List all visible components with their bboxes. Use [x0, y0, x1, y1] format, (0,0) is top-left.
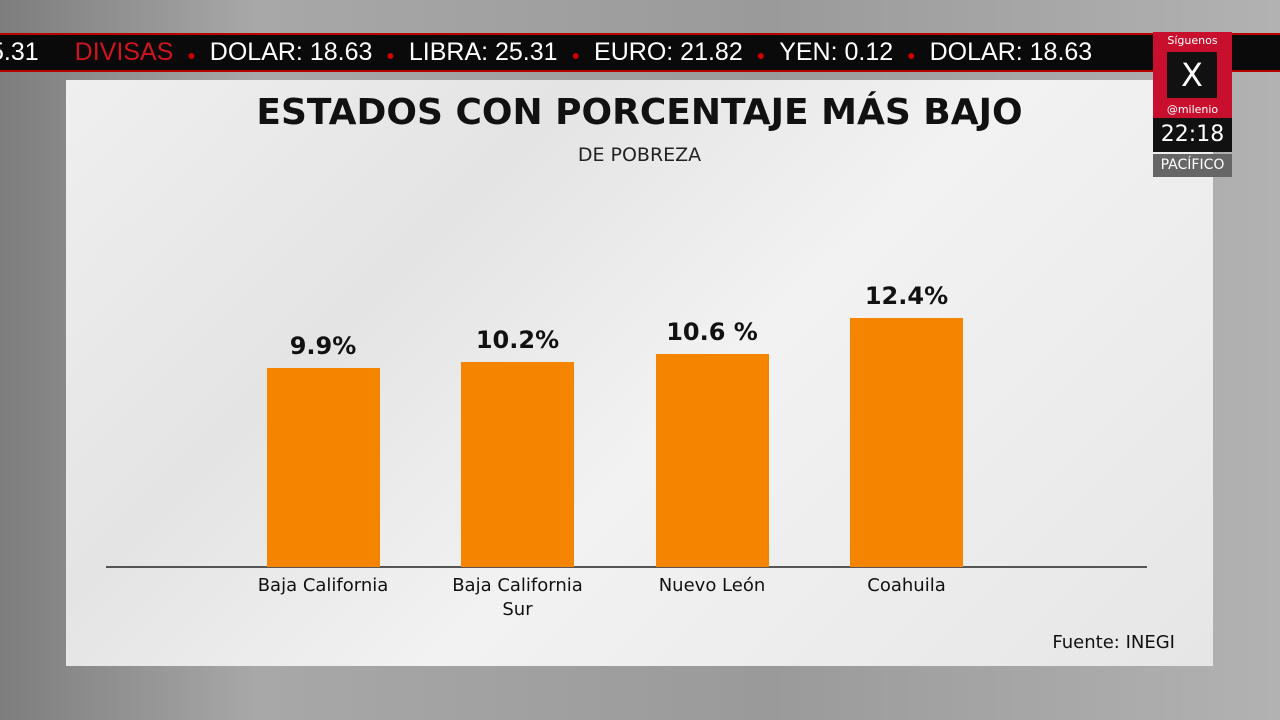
- separator: ●: [756, 47, 766, 63]
- ticker-item: DOLAR: 18.63: [209, 38, 373, 66]
- ticker-item: YEN: 0.12: [779, 38, 894, 66]
- bar: [266, 368, 380, 567]
- chart-title: ESTADOS CON PORCENTAJE MÁS BAJO: [256, 92, 1023, 133]
- network: X: [1167, 52, 1217, 98]
- bar: [850, 318, 963, 567]
- ticker-item: LIBRA: 25.31: [408, 38, 558, 66]
- time: 22:18: [1153, 118, 1232, 152]
- value-label: 9.9%: [289, 332, 357, 361]
- bar: [655, 354, 769, 567]
- handle: @milenio: [1166, 103, 1219, 116]
- ticker: 5.31 DIVISAS ● DOLAR: 18.63 ● LIBRA: 25.31 ● EU…: [0, 33, 1280, 72]
- value-label: 12.4%: [864, 282, 949, 310]
- ticker-item: EURO: 21.82: [594, 38, 743, 66]
- ticker-item: DOLAR: 18.63: [929, 38, 1093, 66]
- separator: ●: [571, 47, 581, 63]
- follow: Síguenos: [1167, 34, 1218, 47]
- separator: ●: [187, 47, 196, 63]
- separator: ●: [386, 47, 395, 63]
- x-tick-label: Nuevo León: [658, 575, 766, 596]
- zone: PACÍFICO: [1153, 154, 1232, 177]
- value-label: 10.6 %: [666, 318, 758, 347]
- source: Fuente: INEGI: [1052, 632, 1175, 653]
- chart-subtitle: DE POBREZA: [577, 144, 702, 166]
- chart-panel: ESTADOS CON PORCENTAJE MÁS BAJO DE POBRE…: [66, 80, 1213, 666]
- ticker-item: 5.31: [0, 38, 39, 66]
- x-tick-label: Baja California Sur: [452, 575, 583, 620]
- separator: ●: [907, 47, 916, 63]
- x-tick-label: Coahuila: [867, 575, 946, 596]
- value-label: 10.2%: [475, 326, 560, 355]
- badge: Síguenos X @milenio 22:18 PACÍFICO: [1153, 32, 1232, 177]
- ticker-item: DIVISAS: [74, 38, 174, 66]
- baseline: [106, 566, 1147, 568]
- bar: [461, 362, 574, 567]
- x-tick-label: Baja California: [257, 575, 389, 596]
